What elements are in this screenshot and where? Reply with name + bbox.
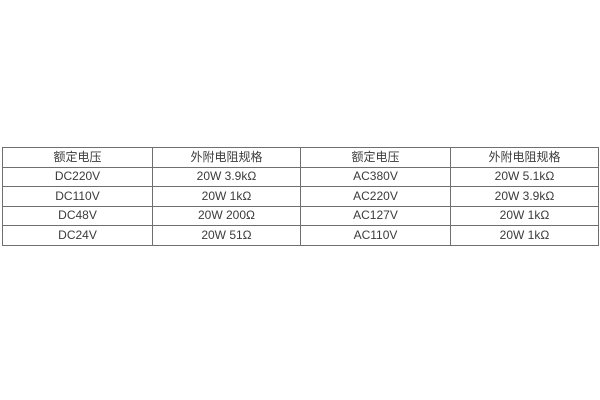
table-cell-resistor: 20W 1kΩ <box>450 225 599 246</box>
table-cell-voltage: AC380V <box>300 166 451 188</box>
table-cell-resistor: 20W 1kΩ <box>152 186 301 207</box>
header-cell-rated-voltage-dc: 额定电压 <box>2 147 153 168</box>
header-cell-rated-voltage-ac: 额定电压 <box>300 147 451 168</box>
table-cell-resistor: 20W 3.9kΩ <box>450 186 599 207</box>
table-cell-voltage: AC127V <box>300 205 451 227</box>
table-row: DC220V 20W 3.9kΩ AC380V 20W 5.1kΩ <box>2 166 599 188</box>
resistor-spec-table: 额定电压 外附电阻规格 额定电压 外附电阻规格 DC220V 20W 3.9kΩ… <box>2 147 599 246</box>
table-cell-voltage: DC48V <box>2 205 153 227</box>
table-cell-resistor: 20W 51Ω <box>152 225 301 246</box>
table-row: DC48V 20W 200Ω AC127V 20W 1kΩ <box>2 205 599 227</box>
table-cell-voltage: DC220V <box>2 166 153 188</box>
table-cell-resistor: 20W 200Ω <box>152 205 301 227</box>
header-cell-resistor-spec-dc: 外附电阻规格 <box>152 147 301 168</box>
table-cell-resistor: 20W 5.1kΩ <box>450 166 599 188</box>
table-cell-resistor: 20W 1kΩ <box>450 205 599 227</box>
header-cell-resistor-spec-ac: 外附电阻规格 <box>450 147 599 168</box>
table-cell-voltage: AC220V <box>300 186 451 207</box>
table-cell-voltage: DC110V <box>2 186 153 207</box>
table-header-row: 额定电压 外附电阻规格 额定电压 外附电阻规格 <box>2 147 599 168</box>
table-row: DC24V 20W 51Ω AC110V 20W 1kΩ <box>2 225 599 246</box>
table-cell-resistor: 20W 3.9kΩ <box>152 166 301 188</box>
table-cell-voltage: AC110V <box>300 225 451 246</box>
table-cell-voltage: DC24V <box>2 225 153 246</box>
table-row: DC110V 20W 1kΩ AC220V 20W 3.9kΩ <box>2 186 599 207</box>
